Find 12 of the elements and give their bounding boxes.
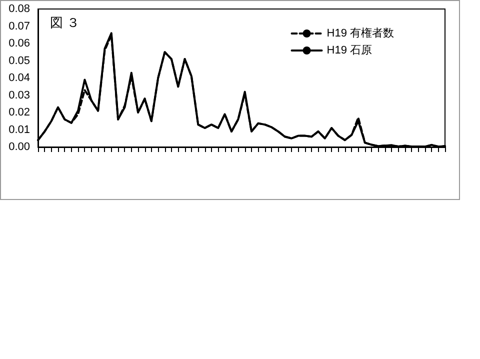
legend-label: H19 有権者数 xyxy=(326,26,394,40)
y-tick-label: 0.06 xyxy=(8,38,30,50)
y-tick-label: 0.07 xyxy=(8,20,30,32)
y-tick-label: 0.05 xyxy=(8,54,30,67)
y-tick-label: 0.02 xyxy=(8,106,30,118)
legend-label: H19 石原 xyxy=(326,44,372,56)
text: 図 ３ xyxy=(50,15,80,30)
y-tick-label: 0.08 xyxy=(8,3,30,15)
y-tick-label: 0.03 xyxy=(8,89,30,102)
y-tick-label: 0.00 xyxy=(8,141,30,153)
y-tick-label: 0.04 xyxy=(8,72,30,84)
y-tick-label: 0.01 xyxy=(8,124,30,136)
